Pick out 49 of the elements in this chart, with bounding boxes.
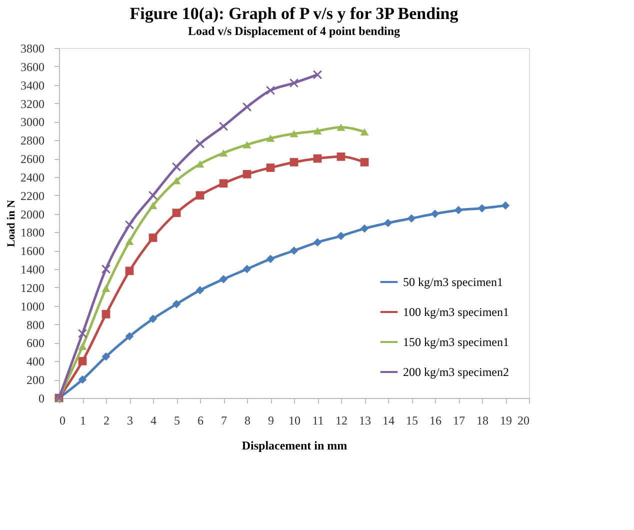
- x-tick-label: 19: [500, 414, 512, 428]
- y-tick-label: 1400: [20, 262, 44, 277]
- y-axis-title: Load in N: [6, 200, 18, 248]
- y-tick-label: 1600: [20, 244, 44, 258]
- chart-subtitle: Load v/s Displacement of 4 point bending: [188, 24, 400, 38]
- x-tick-label: 7: [221, 414, 227, 428]
- y-tick-label: 2200: [20, 188, 44, 203]
- y-tick-label: 2400: [20, 170, 44, 184]
- x-tick-label: 14: [382, 414, 394, 428]
- x-tick-label: 16: [430, 414, 442, 428]
- y-tick-label: 800: [26, 318, 44, 332]
- x-tick-label: 10: [288, 414, 300, 428]
- x-tick-label: 1: [80, 414, 86, 428]
- y-tick-label: 400: [26, 354, 44, 369]
- y-tick-label: 0: [38, 392, 44, 406]
- x-tick-label: 17: [453, 414, 465, 428]
- y-tick-label: 1000: [20, 299, 44, 314]
- y-tick-label: 2800: [20, 134, 44, 148]
- y-tick-label: 3200: [20, 96, 44, 111]
- y-tick-label: 3000: [20, 115, 44, 130]
- y-tick-label: 1200: [20, 280, 44, 295]
- y-tick-label: 200: [26, 373, 44, 388]
- chart-title: Figure 10(a): Graph of P v/s y for 3P Bending: [130, 4, 459, 23]
- x-tick-label: 11: [312, 414, 324, 428]
- x-tick-label: 18: [476, 414, 488, 428]
- x-tick-label: 5: [174, 414, 180, 428]
- legend-label: 200 kg/m3 specimen2: [403, 365, 509, 379]
- legend-label: 150 kg/m3 specimen1: [403, 335, 509, 349]
- legend-label: 50 kg/m3 specimen1: [403, 275, 503, 289]
- x-tick-label: 9: [268, 414, 274, 428]
- y-tick-label: 1800: [20, 226, 44, 240]
- y-tick-label: 3800: [20, 42, 44, 56]
- x-tick-label: 20: [518, 414, 530, 428]
- x-axis-title: Displacement in mm: [242, 438, 348, 452]
- x-tick-label: 4: [150, 414, 156, 428]
- x-tick-label: 6: [198, 414, 204, 428]
- y-tick-label: 2600: [20, 152, 44, 166]
- legend-label: 100 kg/m3 specimen1: [403, 305, 509, 319]
- x-tick-label: 8: [244, 414, 250, 428]
- y-tick-label: 3600: [20, 60, 44, 74]
- y-tick-label: 2000: [20, 207, 44, 222]
- x-tick-label: 0: [60, 414, 66, 428]
- x-tick-label: 2: [104, 414, 110, 428]
- y-tick-label: 600: [26, 336, 44, 350]
- x-tick-label: 12: [336, 414, 348, 428]
- x-tick-label: 13: [359, 414, 371, 428]
- x-tick-label: 3: [127, 414, 133, 428]
- y-tick-label: 3400: [20, 78, 44, 92]
- x-tick-label: 15: [406, 414, 418, 428]
